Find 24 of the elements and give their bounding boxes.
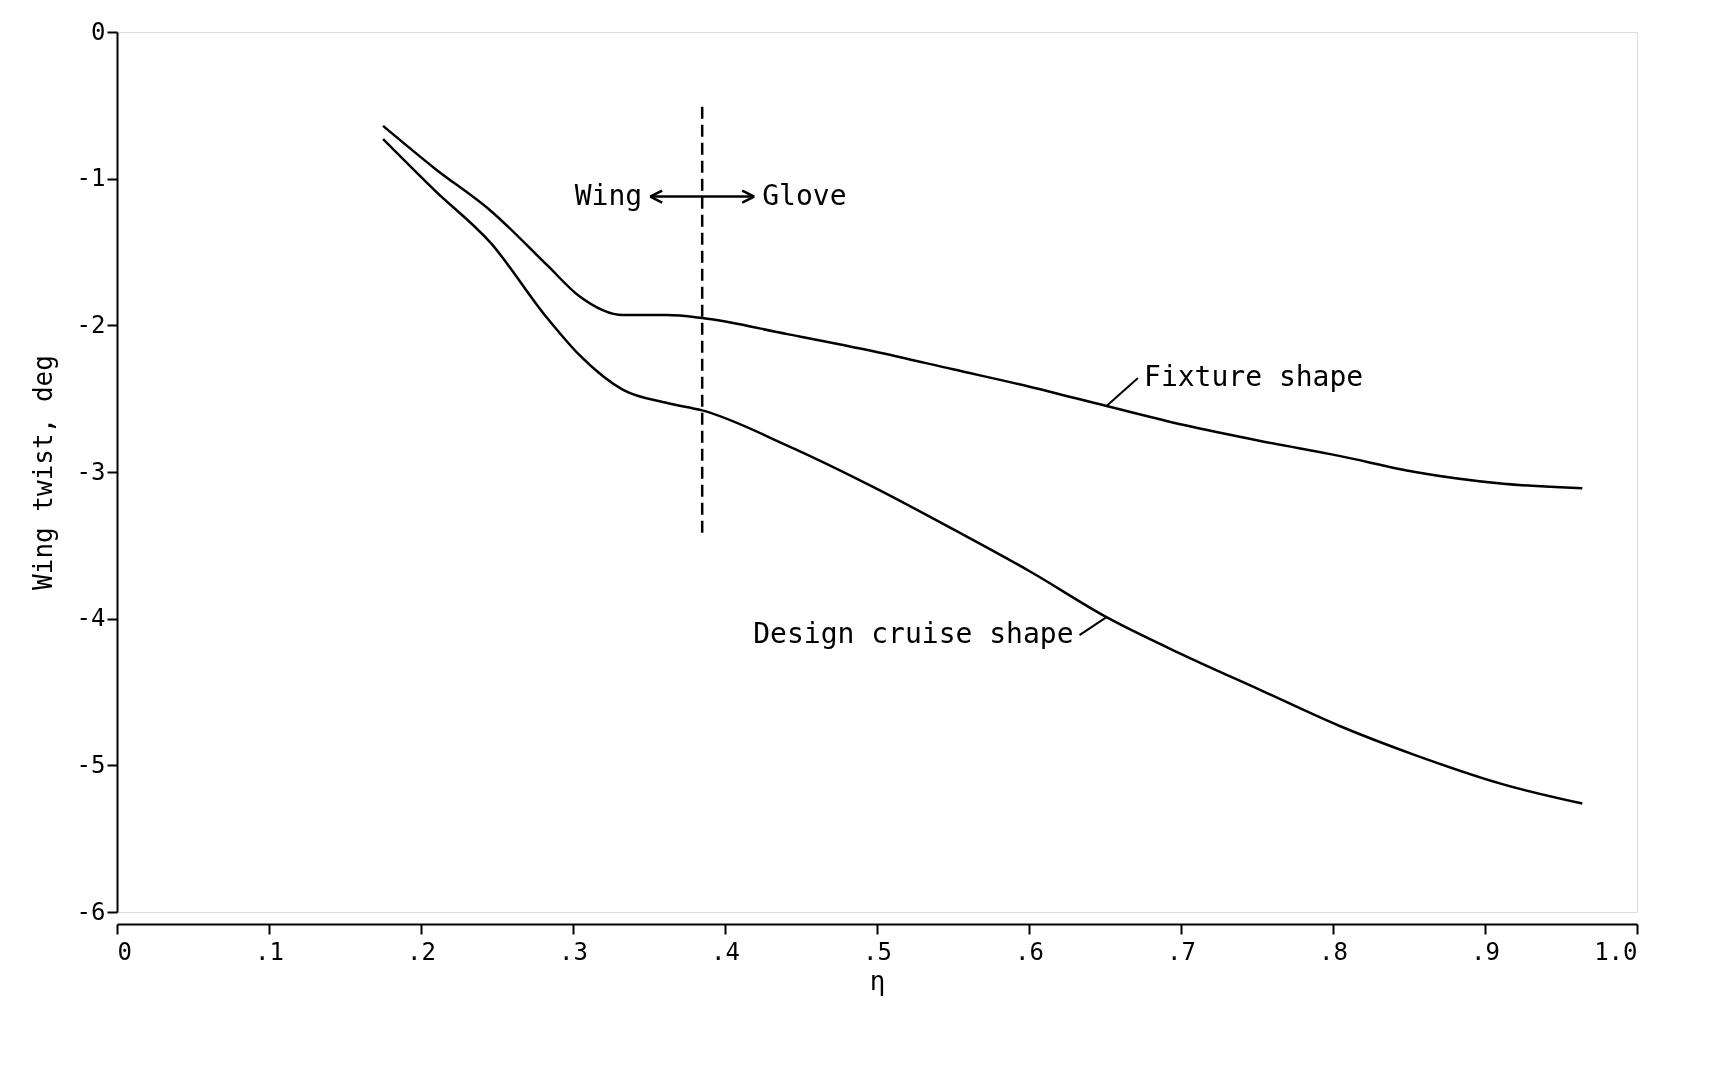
y-tick-label: -4 (76, 604, 106, 633)
y-tick-label: -3 (76, 457, 106, 486)
x-tick-label: 1.0 (1594, 937, 1638, 966)
annotation: Wing (574, 178, 643, 212)
x-tick-label: .6 (1015, 937, 1044, 966)
x-tick-label: .5 (863, 937, 892, 966)
x-axis-title: η (869, 965, 886, 996)
annotation: Glove (762, 178, 847, 212)
x-tick-label: .4 (711, 937, 740, 966)
x-tick-label: .7 (1167, 937, 1196, 966)
y-tick-label: -5 (76, 750, 106, 779)
y-tick-label: 0 (91, 17, 106, 46)
legend-label: Fixture shape (1144, 360, 1364, 393)
y-tick-label: -2 (76, 310, 106, 339)
x-tick-label: .3 (559, 937, 588, 966)
series-label: Design cruise shape (753, 617, 1074, 651)
x-tick-label: .8 (1319, 937, 1348, 966)
x-tick-label: .1 (255, 937, 284, 966)
x-tick-label: 0 (117, 937, 132, 966)
y-axis-title: Wing twist, deg (27, 355, 58, 590)
x-tick-label: .9 (1471, 937, 1500, 966)
y-tick-label: -6 (76, 897, 106, 926)
x-tick-label: .2 (407, 937, 436, 966)
y-tick-label: -1 (76, 164, 106, 193)
